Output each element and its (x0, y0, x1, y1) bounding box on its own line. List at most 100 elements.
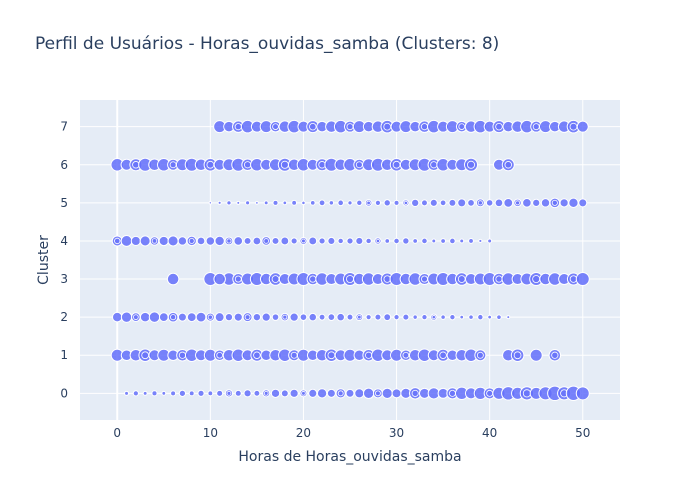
cluster-5-point (477, 200, 483, 206)
cluster-4-point (327, 236, 336, 245)
cluster-7-point (532, 123, 540, 131)
cluster-5-point (291, 199, 298, 206)
cluster-0-point (132, 390, 139, 397)
cluster-2-point (186, 312, 197, 323)
cluster-5-point (309, 200, 316, 206)
cluster-2-point (195, 311, 207, 323)
cluster-2-point (170, 314, 177, 321)
cluster-0-point (263, 390, 269, 396)
cluster-4-point (384, 238, 391, 244)
cluster-1-point (529, 348, 543, 362)
cluster-0-point (301, 391, 306, 396)
cluster-5-point (448, 198, 457, 207)
cluster-4-point (151, 238, 158, 244)
cluster-3-point (234, 275, 242, 283)
cluster-5-point (366, 200, 371, 206)
cluster-3-point (166, 272, 180, 286)
cluster-4-point (449, 237, 456, 245)
cluster-3-point (495, 275, 503, 283)
cluster-4-point (226, 238, 232, 244)
cluster-3-point (383, 275, 391, 283)
cluster-0-point (142, 390, 148, 396)
cluster-2-point (402, 313, 410, 321)
cluster-4-point (421, 237, 428, 245)
x-tick-label: 40 (482, 426, 497, 440)
cluster-7-point (234, 123, 242, 131)
cluster-4-point (301, 238, 306, 244)
cluster-2-point (252, 312, 262, 322)
cluster-5-point (374, 199, 382, 206)
cluster-2-point (214, 312, 225, 323)
cluster-4-point (431, 238, 437, 244)
cluster-4-point (177, 236, 188, 246)
cluster-0-point (216, 389, 224, 397)
cluster-4-point (355, 236, 364, 246)
cluster-2-point (139, 311, 151, 323)
cluster-2-point (459, 314, 465, 320)
cluster-0-point (197, 389, 205, 397)
cluster-6-point (280, 160, 289, 169)
cluster-0-point (522, 389, 531, 398)
cluster-5-point (208, 201, 213, 205)
cluster-5-point (236, 200, 241, 205)
cluster-4-point (290, 237, 298, 245)
cluster-7-point (569, 122, 578, 131)
cluster-1-point (141, 351, 150, 360)
cluster-2-point (383, 313, 392, 322)
cluster-3-point (271, 275, 280, 283)
cluster-5-point (551, 199, 558, 206)
cluster-4-point (214, 235, 225, 247)
cluster-2-point (244, 314, 251, 321)
cluster-5-point (226, 200, 232, 206)
cluster-6-point (318, 161, 326, 169)
cluster-5-point (494, 198, 504, 208)
cluster-5-point (540, 198, 551, 208)
cluster-1-point (216, 351, 223, 359)
cluster-1-point (365, 351, 373, 359)
cluster-6-point (355, 161, 363, 169)
cluster-4-point (139, 235, 151, 247)
cluster-6-point (430, 161, 438, 169)
cluster-0-point (124, 390, 130, 396)
cluster-4-point (412, 238, 419, 244)
cluster-1-point (327, 351, 336, 360)
cluster-4-point (440, 238, 446, 244)
cluster-4-point (280, 236, 290, 246)
cluster-2-point (289, 312, 299, 322)
cluster-4-point (158, 235, 169, 247)
cluster-1-point (402, 351, 410, 359)
cluster-0-point (575, 386, 590, 401)
x-tick-label: 50 (575, 426, 590, 440)
cluster-5-point (515, 200, 521, 206)
cluster-0-point (161, 390, 167, 396)
cluster-2-point (224, 313, 234, 322)
cluster-2-point (327, 313, 336, 321)
cluster-0-point (207, 390, 214, 397)
cluster-5-point (467, 199, 475, 207)
y-tick-label: 1 (60, 348, 68, 362)
cluster-2-point (282, 314, 288, 320)
cluster-4-point (365, 237, 372, 245)
cluster-2-point (120, 311, 133, 323)
cluster-4-point (167, 235, 179, 247)
cluster-2-point (207, 314, 213, 320)
cluster-5-point (393, 199, 400, 206)
cluster-2-point (111, 311, 123, 323)
cluster-2-point (365, 314, 372, 321)
cluster-6-point (206, 160, 215, 169)
cluster-5-point (411, 198, 420, 208)
cluster-4-point (308, 236, 318, 246)
cluster-0-point (170, 390, 177, 397)
x-tick-label: 10 (203, 426, 218, 440)
x-tick-label: 20 (296, 426, 311, 440)
y-axis-title: Cluster (36, 235, 52, 285)
cluster-5-point (263, 200, 269, 206)
cluster-4-point (114, 237, 121, 245)
cluster-2-point (271, 313, 280, 321)
cluster-0-point (226, 390, 232, 396)
y-axis-ticks: 0 1 2 3 4 5 6 7 (60, 120, 68, 401)
cluster-0-point (253, 389, 261, 397)
x-tick-label: 0 (113, 426, 121, 440)
cluster-5-point (485, 199, 494, 207)
cluster-5-point (356, 199, 363, 207)
